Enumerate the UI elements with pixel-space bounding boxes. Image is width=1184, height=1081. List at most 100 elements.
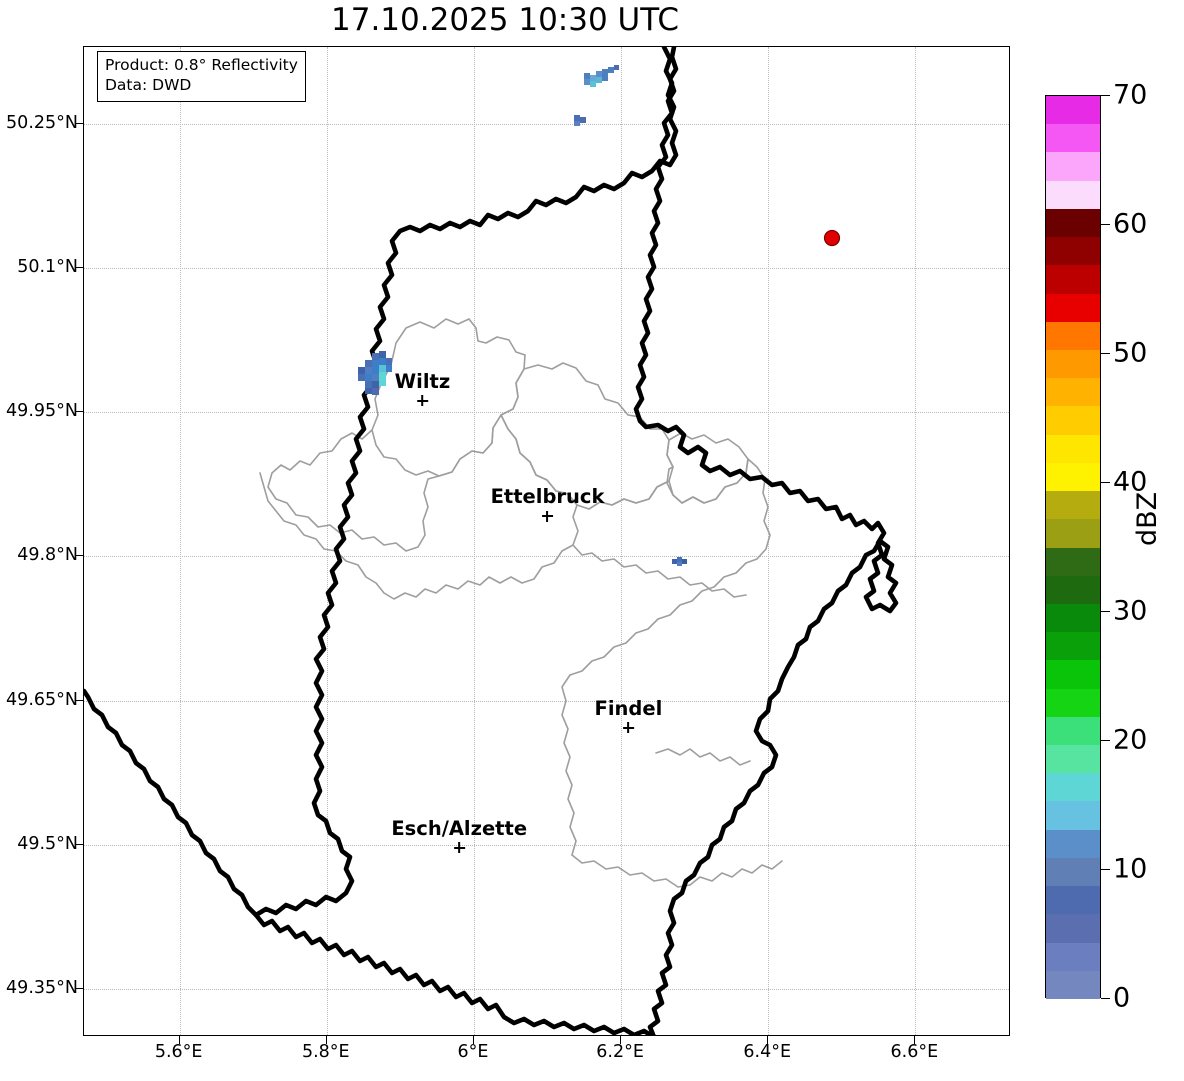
y-tick-label: 49.35°N [6, 977, 78, 998]
colorbar-segment [1046, 547, 1100, 576]
x-tick-mark [767, 1036, 769, 1044]
x-tick-label: 6.6°E [890, 1042, 939, 1062]
city-name-text: Wiltz [394, 369, 451, 393]
geography-layer [84, 47, 899, 1035]
gridline-vertical [326, 47, 328, 1035]
colorbar-segment [1046, 406, 1100, 435]
colorbar-segment [1046, 519, 1100, 548]
colorbar-segment [1046, 237, 1100, 266]
y-tick-mark [76, 987, 84, 989]
map-plot-area[interactable]: Wiltz Ettelbruck Findel Esch/Alzette [83, 46, 1010, 1036]
city-label: Esch/Alzette [391, 819, 527, 854]
x-tick-mark [178, 1036, 180, 1044]
info-data-line: Data: DWD [105, 75, 192, 94]
gridline-horizontal [84, 556, 1009, 558]
colorbar-segment [1046, 462, 1100, 492]
colorbar-segment [1046, 688, 1100, 717]
gridline-vertical [473, 47, 475, 1035]
colorbar-segment [1046, 96, 1100, 125]
colorbar-segment [1046, 829, 1100, 858]
colorbar-segment [1046, 745, 1100, 774]
gridline-horizontal [84, 844, 1009, 846]
x-tick-label: 5.8°E [301, 1042, 350, 1062]
colorbar-segment [1046, 632, 1100, 661]
city-name-text: Esch/Alzette [391, 816, 528, 840]
info-box: Product: 0.8° Reflectivity Data: DWD [97, 51, 306, 102]
y-tick-mark [76, 267, 84, 269]
colorbar-tick-mark [1101, 95, 1110, 96]
gridline-horizontal [84, 700, 1009, 702]
x-tick-mark [472, 1036, 474, 1044]
colorbar-segment [1046, 491, 1100, 520]
colorbar-tick-label: 30 [1113, 595, 1148, 627]
colorbar-tick-mark [1101, 353, 1110, 354]
colorbar-segment [1046, 293, 1100, 322]
gridline-vertical [915, 47, 917, 1035]
city-marker-icon [622, 722, 634, 734]
colorbar-segment [1046, 942, 1100, 971]
gridline-horizontal [84, 412, 1009, 414]
y-tick-label: 49.95°N [6, 401, 78, 422]
y-tick-label: 49.8°N [17, 545, 78, 566]
colorbar-tick-label: 60 [1113, 208, 1148, 240]
colorbar-segment [1046, 321, 1100, 350]
y-tick-label: 49.5°N [17, 833, 78, 854]
colorbar-segment [1046, 349, 1100, 379]
city-label: Ettelbruck [490, 485, 605, 522]
colorbar-segment [1046, 801, 1100, 830]
x-tick-label: 6.2°E [596, 1042, 644, 1062]
city-marker-icon [453, 842, 465, 854]
colorbar-segment [1046, 914, 1100, 943]
colorbar-segment [1046, 265, 1100, 294]
colorbar-segment [1046, 857, 1100, 887]
gridline-horizontal [84, 988, 1009, 990]
city-name-text: Ettelbruck [490, 485, 605, 509]
colorbar-tick-label: 40 [1113, 466, 1148, 498]
colorbar-segment [1046, 716, 1100, 746]
y-tick-label: 50.1°N [17, 257, 78, 278]
colorbar-segment [1046, 434, 1100, 463]
map-canvas: Wiltz Ettelbruck Findel Esch/Alzette [84, 47, 1009, 1035]
colorbar[interactable] [1045, 95, 1101, 999]
figure-title: 17.10.2025 10:30 UTC [331, 2, 679, 38]
echo-north-a [584, 65, 619, 87]
colorbar-tick-label: 0 [1113, 982, 1131, 1014]
colorbar-segment [1046, 180, 1100, 209]
colorbar-tick-label: 20 [1113, 724, 1148, 756]
city-marker-icon [416, 395, 428, 407]
x-tick-label: 6.4°E [743, 1042, 792, 1062]
y-tick-label: 50.25°N [6, 112, 78, 133]
city-label: Wiltz [394, 369, 451, 407]
gridline-vertical [621, 47, 623, 1035]
echo-centre-east [672, 557, 687, 566]
colorbar-segment [1046, 603, 1100, 633]
x-tick-mark [620, 1036, 622, 1044]
colorbar-segment [1046, 886, 1100, 915]
echo-north-b [574, 115, 586, 126]
x-tick-label: 5.6°E [154, 1042, 203, 1062]
colorbar-tick-mark [1101, 482, 1110, 483]
radar-echo-layer [358, 65, 841, 566]
colorbar-tick-mark [1101, 869, 1110, 870]
city-name-text: Findel [594, 696, 663, 720]
y-tick-mark [76, 122, 84, 124]
colorbar-segment [1046, 575, 1100, 604]
colorbar-segment [1046, 208, 1100, 238]
y-tick-mark [76, 699, 84, 701]
colorbar-segment [1046, 124, 1100, 153]
colorbar-tick-mark [1101, 998, 1110, 999]
echo-wiltz [358, 351, 392, 395]
colorbar-segment [1046, 773, 1100, 802]
gridline-vertical [179, 47, 181, 1035]
info-product-line: Product: 0.8° Reflectivity [105, 56, 298, 74]
x-tick-mark [325, 1036, 327, 1044]
x-tick-label: 6°E [457, 1042, 489, 1062]
colorbar-unit-label: dBZ [1132, 491, 1163, 546]
city-label: Findel [594, 696, 663, 734]
colorbar-segment [1046, 660, 1100, 689]
country-border-layer [84, 47, 899, 1035]
colorbar-tick-label: 10 [1113, 853, 1148, 885]
colorbar-segment [1046, 152, 1100, 181]
y-tick-mark [76, 411, 84, 413]
